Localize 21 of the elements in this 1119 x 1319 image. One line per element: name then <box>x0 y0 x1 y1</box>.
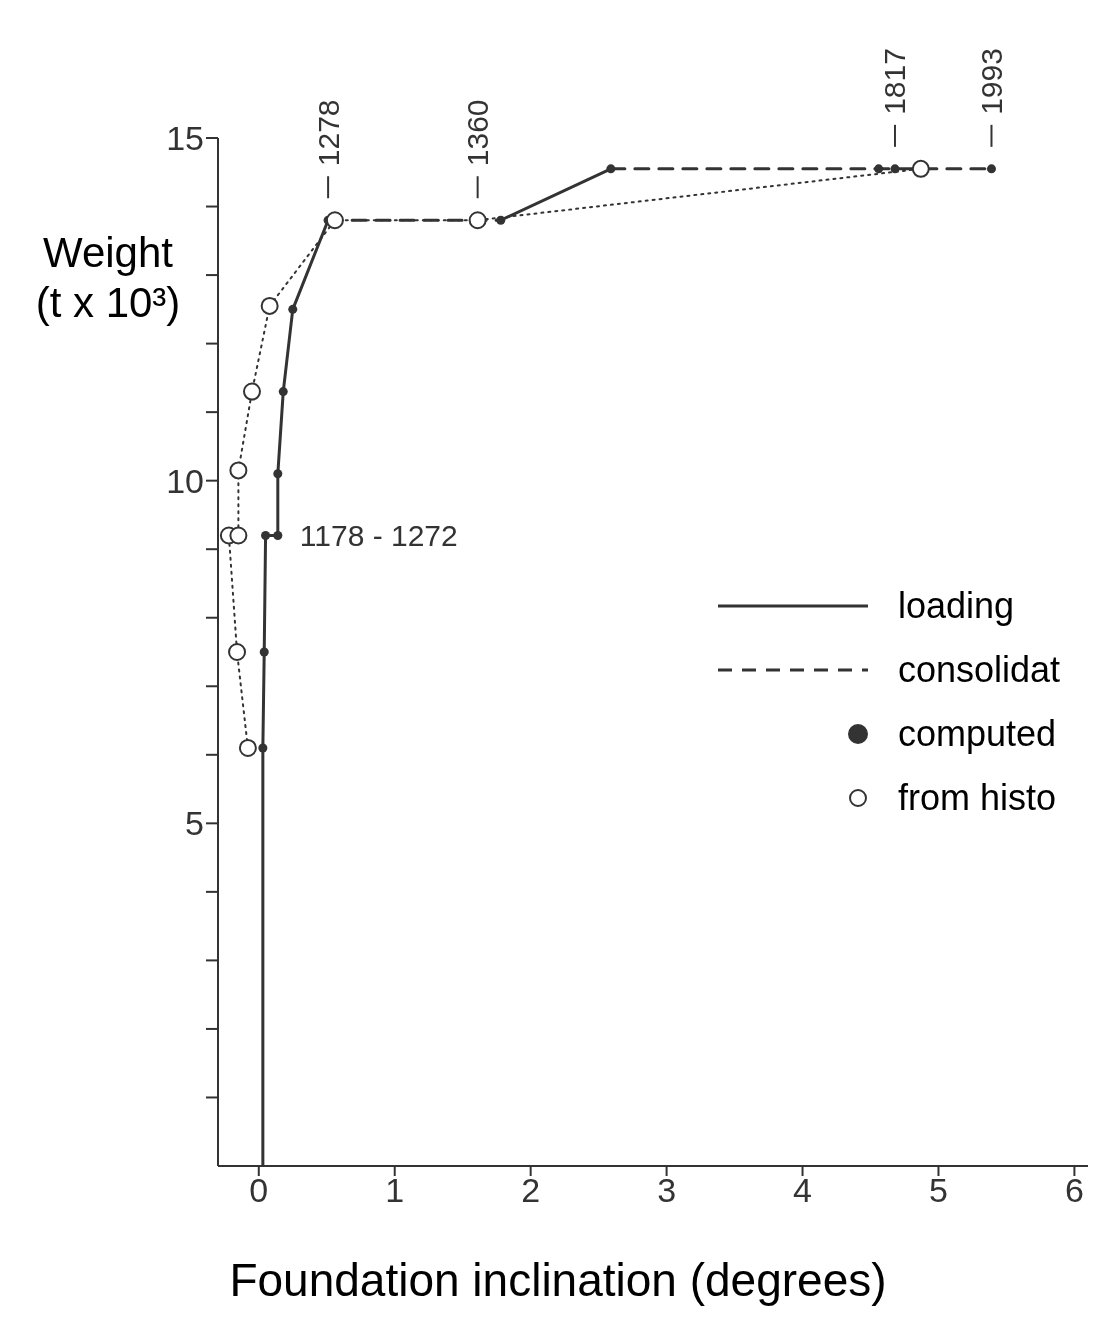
x-tick-label: 3 <box>657 1171 677 1210</box>
y-tick-label: 15 <box>166 119 204 158</box>
x-tick-label: 2 <box>521 1171 541 1210</box>
legend-label: loading <box>898 585 1015 627</box>
x-axis-title: Foundation inclination (degrees) <box>228 1253 888 1307</box>
legend-label: consolidat <box>898 649 1061 691</box>
x-tick-label: 5 <box>929 1171 948 1210</box>
y-tick-label: 10 <box>166 461 204 500</box>
x-tick-label: 0 <box>249 1171 269 1210</box>
y-tick-label: 5 <box>185 804 204 843</box>
annotation: 1817 <box>878 48 912 115</box>
x-tick-label: 6 <box>1064 1171 1084 1210</box>
x-tick-label: 4 <box>793 1171 812 1210</box>
annotation: 1278 <box>311 99 345 167</box>
annotation: 1178 - 1272 <box>299 518 458 552</box>
legend-label: computed <box>898 713 1057 755</box>
annotation: 1993 <box>974 48 1008 115</box>
legend-label: from histo <box>898 777 1057 819</box>
annotation: 1360 <box>461 99 495 167</box>
x-tick-label: 1 <box>385 1171 405 1210</box>
y-axis-title: Weight (t x 10³) <box>34 228 182 329</box>
